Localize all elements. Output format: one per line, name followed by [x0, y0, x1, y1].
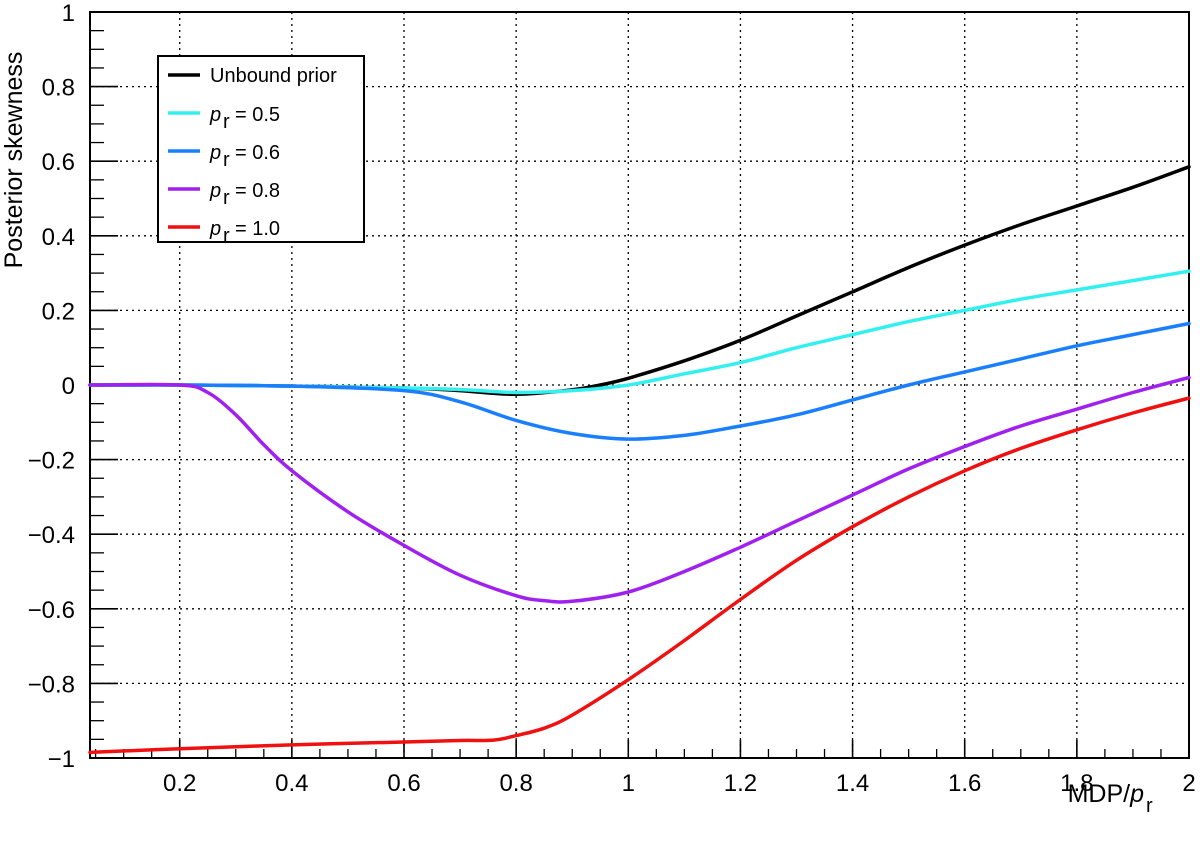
- x-axis-title-prefix: MDP/: [1068, 780, 1131, 808]
- y-tick-label: 0.6: [42, 149, 75, 176]
- x-axis-title: MDP/p: [1068, 780, 1145, 808]
- x-tick-label: 1: [622, 770, 635, 797]
- x-tick-label: 1.4: [836, 770, 869, 797]
- x-axis-title-symbol: p: [1129, 780, 1144, 808]
- legend-label-pr08-symbol: p: [209, 180, 221, 202]
- legend-label-unbound: Unbound prior: [210, 65, 337, 87]
- legend-box: [157, 55, 365, 243]
- y-tick-label: 1: [62, 0, 75, 27]
- y-tick-label: −0.2: [28, 448, 75, 475]
- y-tick-label: −0.6: [28, 597, 75, 624]
- legend-label-pr10-subscript: r: [223, 225, 230, 247]
- legend-label-pr10-value: = 1.0: [235, 218, 280, 240]
- series-line-2: [88, 321, 1191, 441]
- y-tick-label: −1: [48, 746, 75, 773]
- series-line-3: [88, 375, 1191, 604]
- legend-label-pr10-symbol: p: [209, 218, 221, 240]
- x-tick-label: 1.6: [948, 770, 981, 797]
- legend-label-pr06-symbol: p: [209, 142, 221, 164]
- y-tick-label: −0.8: [28, 671, 75, 698]
- x-tick-label: 0.6: [387, 770, 420, 797]
- y-tick-label: −0.4: [28, 522, 75, 549]
- legend-label-pr08-value: = 0.8: [235, 180, 280, 202]
- x-tick-label: 1.2: [724, 770, 757, 797]
- y-axis-title: Posterior skewness: [0, 52, 28, 269]
- y-tick-label: 0.8: [42, 75, 75, 102]
- x-tick-label: 0.2: [163, 770, 196, 797]
- x-tick-label: 1.8: [1060, 770, 1093, 797]
- x-tick-label: 0.4: [275, 770, 308, 797]
- series-lines: [88, 165, 1191, 755]
- legend: Unbound prior p r = 0.5 p r = 0.6 p r = …: [157, 55, 365, 247]
- y-tick-labels: −1 −0.8 −0.6 −0.4 −0.2 0 0.2 0.4 0.6 0.8 1: [28, 0, 75, 773]
- y-tick-label: 0.4: [42, 224, 75, 251]
- series-line-4: [88, 396, 1191, 755]
- legend-label-pr05-subscript: r: [223, 111, 230, 133]
- legend-label-pr08-subscript: r: [223, 187, 230, 209]
- legend-label-pr06-subscript: r: [223, 149, 230, 171]
- y-tick-label: 0.2: [42, 298, 75, 325]
- y-tick-label: 0: [62, 373, 75, 400]
- x-tick-labels: 0.2 0.4 0.6 0.8 1 1.2 1.4 1.6 1.8 2: [163, 770, 1196, 797]
- legend-label-pr05-symbol: p: [209, 104, 221, 126]
- x-tick-label: 2: [1182, 770, 1195, 797]
- legend-label-pr05-value: = 0.5: [235, 104, 280, 126]
- legend-label-pr06-value: = 0.6: [235, 142, 280, 164]
- x-tick-label: 0.8: [499, 770, 532, 797]
- x-axis-title-subscript: r: [1146, 795, 1153, 817]
